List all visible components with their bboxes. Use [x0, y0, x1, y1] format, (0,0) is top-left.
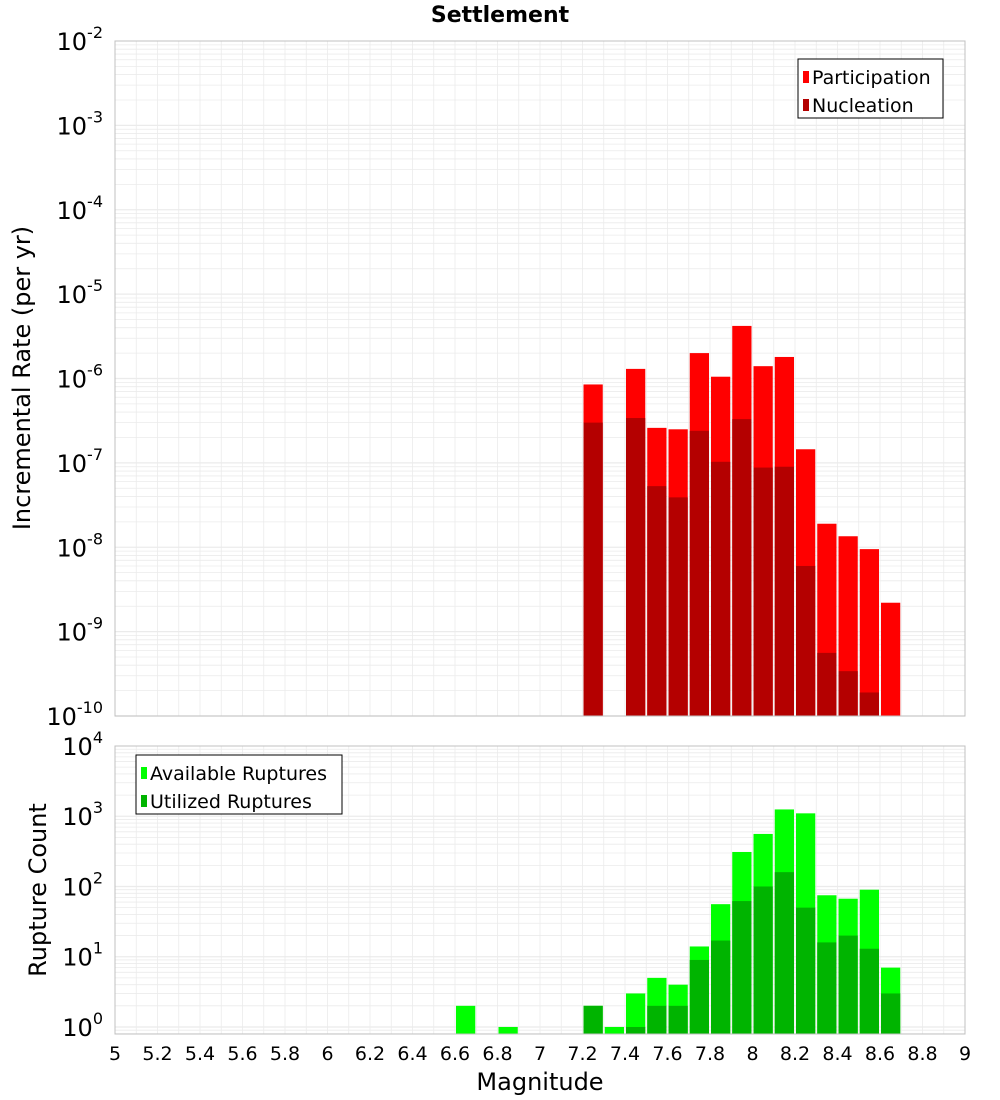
bar-nucleation — [732, 419, 752, 716]
x-axis-title: Magnitude — [476, 1068, 603, 1096]
y-tick-label: 10-3 — [57, 107, 104, 140]
legend-box — [135, 754, 343, 815]
rate-y-ticks: 10-10 10-9 10-8 10-7 10-6 10-5 10-4 10-3 10-2 — [46, 23, 103, 731]
x-tick-label: 6.8 — [482, 1043, 512, 1065]
y-tick-label: 10-6 — [57, 361, 104, 394]
bar-utilized — [774, 872, 794, 1034]
bar-utilized — [838, 935, 858, 1034]
bar-utilized — [753, 886, 773, 1034]
y-tick-label: 100 — [62, 1009, 103, 1042]
x-tick-label: 8.2 — [780, 1043, 810, 1065]
x-tick-label: 7.6 — [652, 1043, 682, 1065]
x-tick-label: 8.8 — [907, 1043, 937, 1065]
x-tick-label: 6 — [321, 1043, 333, 1065]
rate-bars — [583, 325, 901, 716]
x-tick-label: 6.2 — [355, 1043, 385, 1065]
y-tick-label: 10-10 — [46, 698, 103, 731]
bar-nucleation — [796, 565, 816, 716]
bar-nucleation — [859, 692, 879, 716]
x-tick-label: 5.4 — [185, 1043, 215, 1065]
x-tick-label: 9 — [959, 1043, 971, 1065]
bar-utilized — [817, 942, 837, 1034]
bar-participation — [881, 602, 901, 716]
x-tick-label: 7.2 — [567, 1043, 597, 1065]
bar-nucleation — [817, 652, 837, 716]
bar-nucleation — [626, 418, 646, 716]
bar-available — [456, 1005, 476, 1034]
rate-subplot: 10-10 10-9 10-8 10-7 10-6 10-5 10-4 10-3 10-2 In… — [8, 23, 966, 731]
bar-nucleation — [668, 497, 688, 716]
legend-swatch — [141, 767, 147, 779]
bar-utilized — [668, 1005, 688, 1034]
y-tick-label: 10-5 — [57, 276, 104, 309]
x-tick-label: 5 — [109, 1043, 121, 1065]
bar-nucleation — [774, 466, 794, 716]
count-subplot: 100 101 102 103 104 Rupture Count Available … — [24, 728, 971, 1096]
rate-plot-frame — [114, 40, 966, 717]
y-tick-label: 10-2 — [57, 23, 104, 56]
bar-utilized — [626, 1026, 646, 1034]
y-tick-label: 103 — [62, 798, 103, 831]
x-tick-label: 5.6 — [227, 1043, 257, 1065]
rate-y-axis-title: Incremental Rate (per yr) — [8, 226, 36, 530]
x-tick-label: 8.4 — [822, 1043, 852, 1065]
count-bars — [456, 809, 901, 1034]
legend-swatch — [803, 71, 809, 83]
chart-title: Settlement — [431, 3, 570, 28]
count-y-ticks: 100 101 102 103 104 — [62, 728, 103, 1042]
bar-utilized — [796, 907, 816, 1034]
bar-nucleation — [838, 671, 858, 716]
x-tick-label: 8.6 — [865, 1043, 895, 1065]
bar-available — [498, 1026, 518, 1034]
bar-utilized — [583, 1005, 603, 1034]
bar-utilized — [859, 948, 879, 1034]
bar-utilized — [689, 959, 709, 1034]
legend-box — [797, 58, 944, 119]
count-plot-frame — [114, 745, 966, 1035]
bar-available — [626, 993, 646, 1034]
y-tick-label: 10-8 — [57, 529, 104, 562]
legend-swatch — [141, 795, 147, 807]
legend-swatch — [803, 99, 809, 111]
x-ticks: 5 5.2 5.4 5.6 5.8 6 6.2 6.4 6.6 6.8 7 7.2 7.4 7.6 7.8 8… — [109, 1043, 971, 1065]
legend-label: Participation — [812, 67, 931, 89]
bar-nucleation — [711, 461, 731, 716]
x-tick-label: 7.8 — [695, 1043, 725, 1065]
y-tick-label: 101 — [62, 939, 103, 972]
bar-nucleation — [583, 422, 603, 716]
y-tick-label: 104 — [62, 728, 103, 761]
bar-participation — [838, 536, 858, 716]
bar-nucleation — [647, 486, 667, 716]
bar-utilized — [711, 940, 731, 1034]
bar-utilized — [732, 901, 752, 1034]
x-tick-label: 8 — [746, 1043, 758, 1065]
count-legend: Available Ruptures Utilized Ruptures — [135, 754, 343, 815]
rate-legend: Participation Nucleation — [797, 58, 944, 119]
bar-nucleation — [689, 430, 709, 716]
y-tick-label: 102 — [62, 868, 103, 901]
x-tick-label: 6.4 — [397, 1043, 427, 1065]
rate-grid — [114, 41, 966, 717]
x-tick-label: 7.4 — [610, 1043, 640, 1065]
legend-label: Nucleation — [812, 95, 914, 117]
count-y-axis-title: Rupture Count — [24, 803, 52, 977]
y-tick-label: 10-4 — [57, 192, 104, 225]
y-tick-label: 10-7 — [57, 445, 104, 478]
x-tick-label: 5.2 — [142, 1043, 172, 1065]
legend-label: Utilized Ruptures — [150, 791, 312, 813]
bar-available — [604, 1026, 624, 1034]
x-tick-label: 6.6 — [440, 1043, 470, 1065]
y-tick-label: 10-9 — [57, 614, 104, 647]
x-tick-label: 5.8 — [270, 1043, 300, 1065]
x-tick-label: 7 — [534, 1043, 546, 1065]
legend-label: Available Ruptures — [150, 763, 327, 785]
bar-participation — [859, 549, 879, 716]
bar-nucleation — [753, 467, 773, 716]
bar-utilized — [647, 1005, 667, 1034]
bar-utilized — [881, 993, 901, 1034]
